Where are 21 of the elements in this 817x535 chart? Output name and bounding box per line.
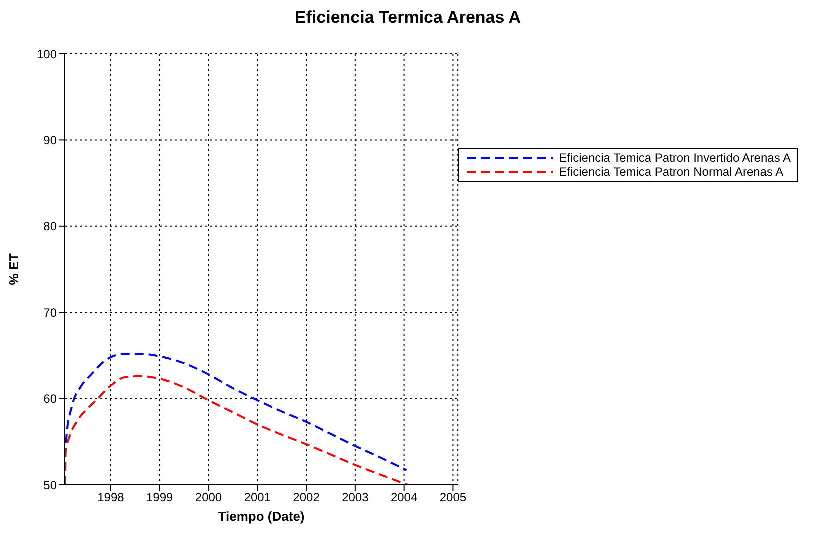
chart-title: Eficiencia Termica Arenas A [294,8,522,29]
x-tick-label: 2002 [293,490,320,505]
x-tick-label: 2003 [342,490,370,505]
text: Eficiencia Temica Patron Normal Arenas A [559,165,784,179]
x-tick-label: 2005 [440,490,467,505]
y-tick-label: 70 [44,306,58,320]
x-tick-label: 2001 [244,490,272,505]
x-axis-title: Tiempo (Date) [218,509,305,524]
line-series [65,375,409,485]
x-tick-label: 2000 [195,490,222,505]
y-axis-title: % ET [6,254,22,286]
y-tick-label: 90 [44,133,58,148]
x-tick-label: 2004 [390,490,418,505]
x-tick-label: 1999 [146,490,174,505]
y-tick-label: 50 [44,478,58,492]
x-tick-label: 1998 [98,490,125,505]
y-tick-label: 100 [36,47,58,62]
line-series [65,352,408,472]
text: Eficiencia Temica Patron Invertido Arenas A [559,151,791,165]
y-tick-label: 80 [44,220,58,234]
y-tick-label: 60 [44,392,58,406]
